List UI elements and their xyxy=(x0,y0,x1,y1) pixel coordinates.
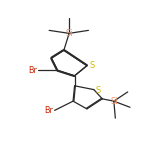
Text: Si: Si xyxy=(65,29,73,38)
Text: S: S xyxy=(96,86,101,95)
Text: S: S xyxy=(89,61,94,70)
Text: Br: Br xyxy=(45,106,54,115)
Text: Br: Br xyxy=(28,66,37,75)
Text: Si: Si xyxy=(110,97,118,106)
